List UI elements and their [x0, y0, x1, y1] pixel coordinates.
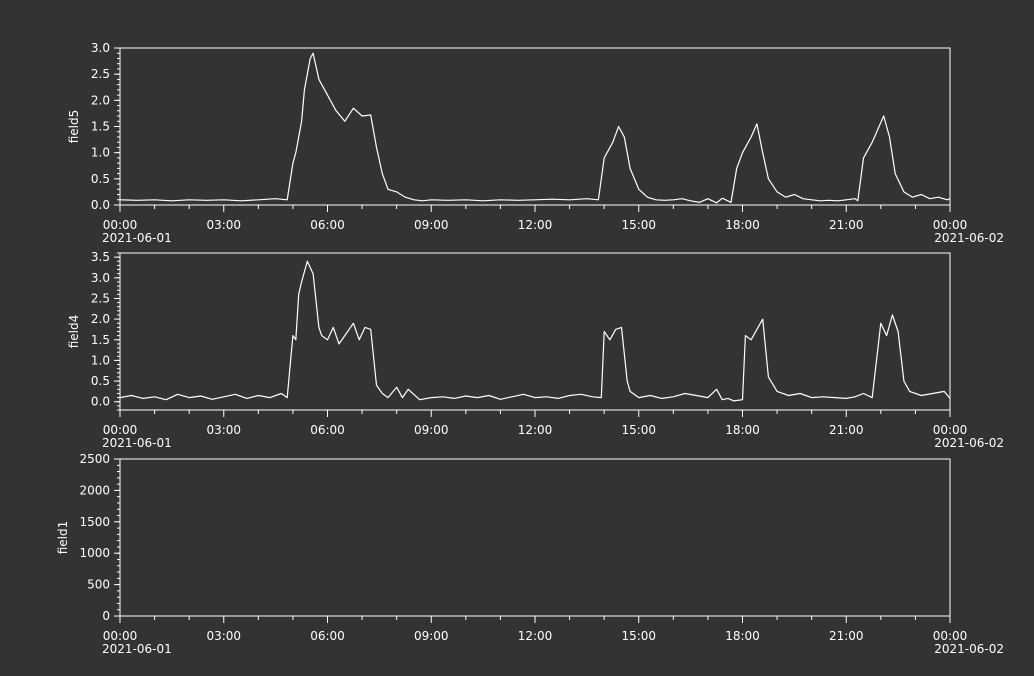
- x-tick-label: 06:00: [310, 218, 345, 232]
- x-tick-label: 00:00: [103, 629, 138, 643]
- x-tick-label: 09:00: [414, 218, 449, 232]
- x-tick-label: 12:00: [518, 629, 553, 643]
- x-tick-label: 09:00: [414, 423, 449, 437]
- y-tick-label: 0.5: [91, 374, 110, 388]
- x-tick-label: 12:00: [518, 218, 553, 232]
- y-tick-label: 2.5: [91, 291, 110, 305]
- x-date-start-label: 2021-06-01: [102, 642, 172, 656]
- y-tick-label: 500: [87, 578, 110, 592]
- y-tick-label: 3.5: [91, 250, 110, 264]
- plot-frame: [119, 47, 951, 206]
- x-date-start-label: 2021-06-01: [102, 436, 172, 450]
- x-tick-label: 12:00: [518, 423, 553, 437]
- x-tick-label: 18:00: [725, 423, 760, 437]
- y-tick-label: 1.0: [91, 353, 110, 367]
- x-tick-label: 15:00: [621, 423, 656, 437]
- y-tick-label: 0.0: [91, 395, 110, 409]
- series-line: [119, 52, 951, 204]
- x-tick-label: 06:00: [310, 629, 345, 643]
- x-date-start-label: 2021-06-01: [102, 231, 172, 245]
- x-tick-label: 00:00: [933, 218, 968, 232]
- x-tick-label: 00:00: [933, 629, 968, 643]
- x-tick-label: 15:00: [621, 629, 656, 643]
- x-tick-label: 00:00: [103, 423, 138, 437]
- x-date-end-label: 2021-06-02: [934, 231, 1004, 245]
- y-tick-label: 2.0: [91, 312, 110, 326]
- x-tick-label: 21:00: [829, 423, 864, 437]
- y-tick-label: 1.0: [91, 146, 110, 160]
- y-tick-label: 2.5: [91, 67, 110, 81]
- y-tick-label: 1.5: [91, 333, 110, 347]
- x-tick-label: 21:00: [829, 218, 864, 232]
- y-tick-label: 0.0: [91, 198, 110, 212]
- x-date-end-label: 2021-06-02: [934, 436, 1004, 450]
- y-tick-label: 0.5: [91, 172, 110, 186]
- y-tick-label: 3.0: [91, 271, 110, 285]
- y-tick-label: 1000: [79, 546, 110, 560]
- y-tick-label: 2.0: [91, 93, 110, 107]
- series-line: [119, 260, 951, 402]
- x-tick-label: 03:00: [206, 423, 241, 437]
- x-date-end-label: 2021-06-02: [934, 642, 1004, 656]
- y-tick-label: 3.0: [91, 41, 110, 55]
- plot-frame: [119, 458, 951, 617]
- x-tick-label: 00:00: [933, 423, 968, 437]
- y-axis-title: field4: [67, 315, 81, 349]
- y-tick-label: 1500: [79, 515, 110, 529]
- x-tick-label: 21:00: [829, 629, 864, 643]
- y-axis-title: field1: [56, 521, 70, 555]
- x-tick-label: 15:00: [621, 218, 656, 232]
- y-tick-label: 0: [102, 609, 110, 623]
- y-axis-title: field5: [67, 110, 81, 144]
- plot-frame: [119, 252, 951, 411]
- x-tick-label: 03:00: [206, 218, 241, 232]
- x-tick-label: 06:00: [310, 423, 345, 437]
- x-tick-label: 00:00: [103, 218, 138, 232]
- y-tick-label: 1.5: [91, 120, 110, 134]
- y-tick-label: 2000: [79, 483, 110, 497]
- x-tick-label: 09:00: [414, 629, 449, 643]
- x-tick-label: 18:00: [725, 629, 760, 643]
- x-tick-label: 18:00: [725, 218, 760, 232]
- x-tick-label: 03:00: [206, 629, 241, 643]
- y-tick-label: 2500: [79, 452, 110, 466]
